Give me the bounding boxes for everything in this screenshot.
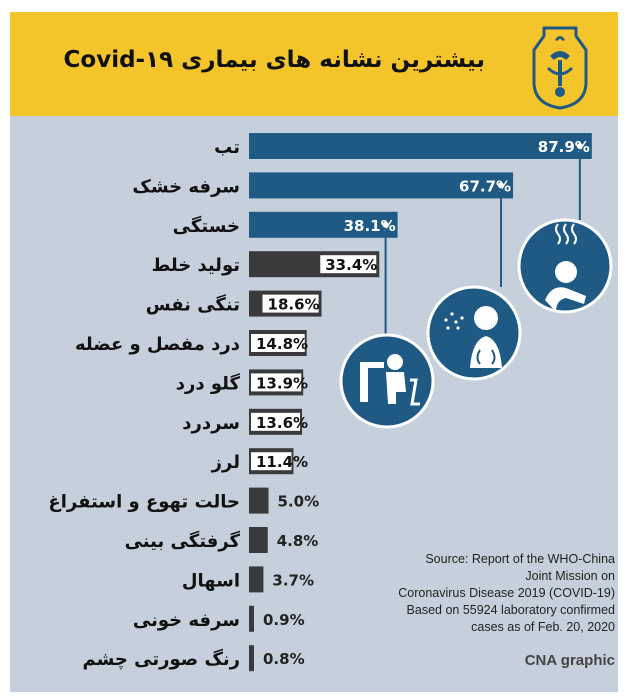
category-label: خستگی bbox=[173, 215, 240, 237]
bar bbox=[249, 645, 254, 672]
category-label: تنگی نفس bbox=[146, 294, 240, 316]
graphic-credit: CNA graphic bbox=[524, 652, 615, 669]
value-label: 18.6% bbox=[268, 296, 320, 314]
value-label-box bbox=[251, 334, 305, 352]
fatigue-glyph bbox=[360, 354, 420, 406]
category-label: درد مفصل و عضله bbox=[75, 334, 240, 355]
source-line: Joint Mission on bbox=[525, 569, 615, 583]
header-bar bbox=[10, 12, 618, 116]
value-label: 13.9% bbox=[256, 374, 308, 392]
value-label-box bbox=[262, 294, 319, 313]
source-note: Source: Report of the WHO-China Joint Mi… bbox=[340, 551, 615, 636]
category-label: حالت تهوع و استفراغ bbox=[48, 492, 240, 513]
organization-logo bbox=[522, 20, 598, 112]
category-label: سرفه خونی bbox=[133, 610, 240, 631]
category-label: گرفتگی بینی bbox=[125, 530, 241, 552]
value-label: 0.9% bbox=[263, 611, 305, 629]
fever-glyph bbox=[545, 223, 586, 312]
cough-glyph bbox=[444, 306, 502, 368]
connector-dot bbox=[382, 221, 389, 228]
value-label: 11.4% bbox=[256, 453, 308, 471]
connector-dot bbox=[498, 182, 505, 189]
category-label: تولید خلط bbox=[152, 255, 240, 276]
bar bbox=[249, 527, 268, 553]
value-label-box bbox=[251, 373, 302, 392]
category-label: گلو درد bbox=[176, 372, 241, 394]
connector-dot bbox=[576, 143, 583, 149]
source-line: Coronavirus Disease 2019 (COVID-19) bbox=[398, 586, 615, 600]
source-line: cases as of Feb. 20, 2020 bbox=[471, 620, 615, 634]
value-label: 4.8% bbox=[277, 532, 319, 550]
value-label-box bbox=[320, 255, 377, 274]
source-line: Source: Report of the WHO-China bbox=[425, 552, 615, 566]
value-label: 14.8% bbox=[256, 335, 308, 353]
value-label: 87.9% bbox=[538, 138, 590, 156]
value-label: 38.1% bbox=[344, 217, 396, 235]
category-label: سردرد bbox=[182, 413, 240, 434]
bar bbox=[249, 605, 254, 632]
value-label: 33.4% bbox=[325, 256, 377, 274]
bar bbox=[249, 566, 264, 593]
bar bbox=[249, 487, 269, 514]
bar bbox=[249, 133, 592, 159]
category-label: تب bbox=[214, 137, 240, 158]
value-label: 13.6% bbox=[256, 414, 308, 432]
value-label: 5.0% bbox=[278, 493, 320, 511]
value-label: 0.8% bbox=[263, 650, 305, 668]
category-label: اسهال bbox=[182, 570, 240, 591]
value-label: 3.7% bbox=[272, 571, 314, 589]
page-title: بیشترین نشانه های بیماری Covid-۱۹ bbox=[63, 47, 485, 73]
category-label: لرز bbox=[211, 452, 240, 473]
category-label: سرفه خشک bbox=[132, 176, 240, 197]
value-label-box bbox=[251, 452, 292, 471]
category-label: رنگ صورتی چشم bbox=[83, 648, 241, 670]
source-line: Based on 55924 laboratory confirmed bbox=[406, 603, 615, 617]
value-label: 67.7% bbox=[459, 177, 511, 195]
value-label-box bbox=[251, 412, 301, 431]
bar bbox=[249, 211, 398, 238]
bar bbox=[249, 172, 514, 199]
